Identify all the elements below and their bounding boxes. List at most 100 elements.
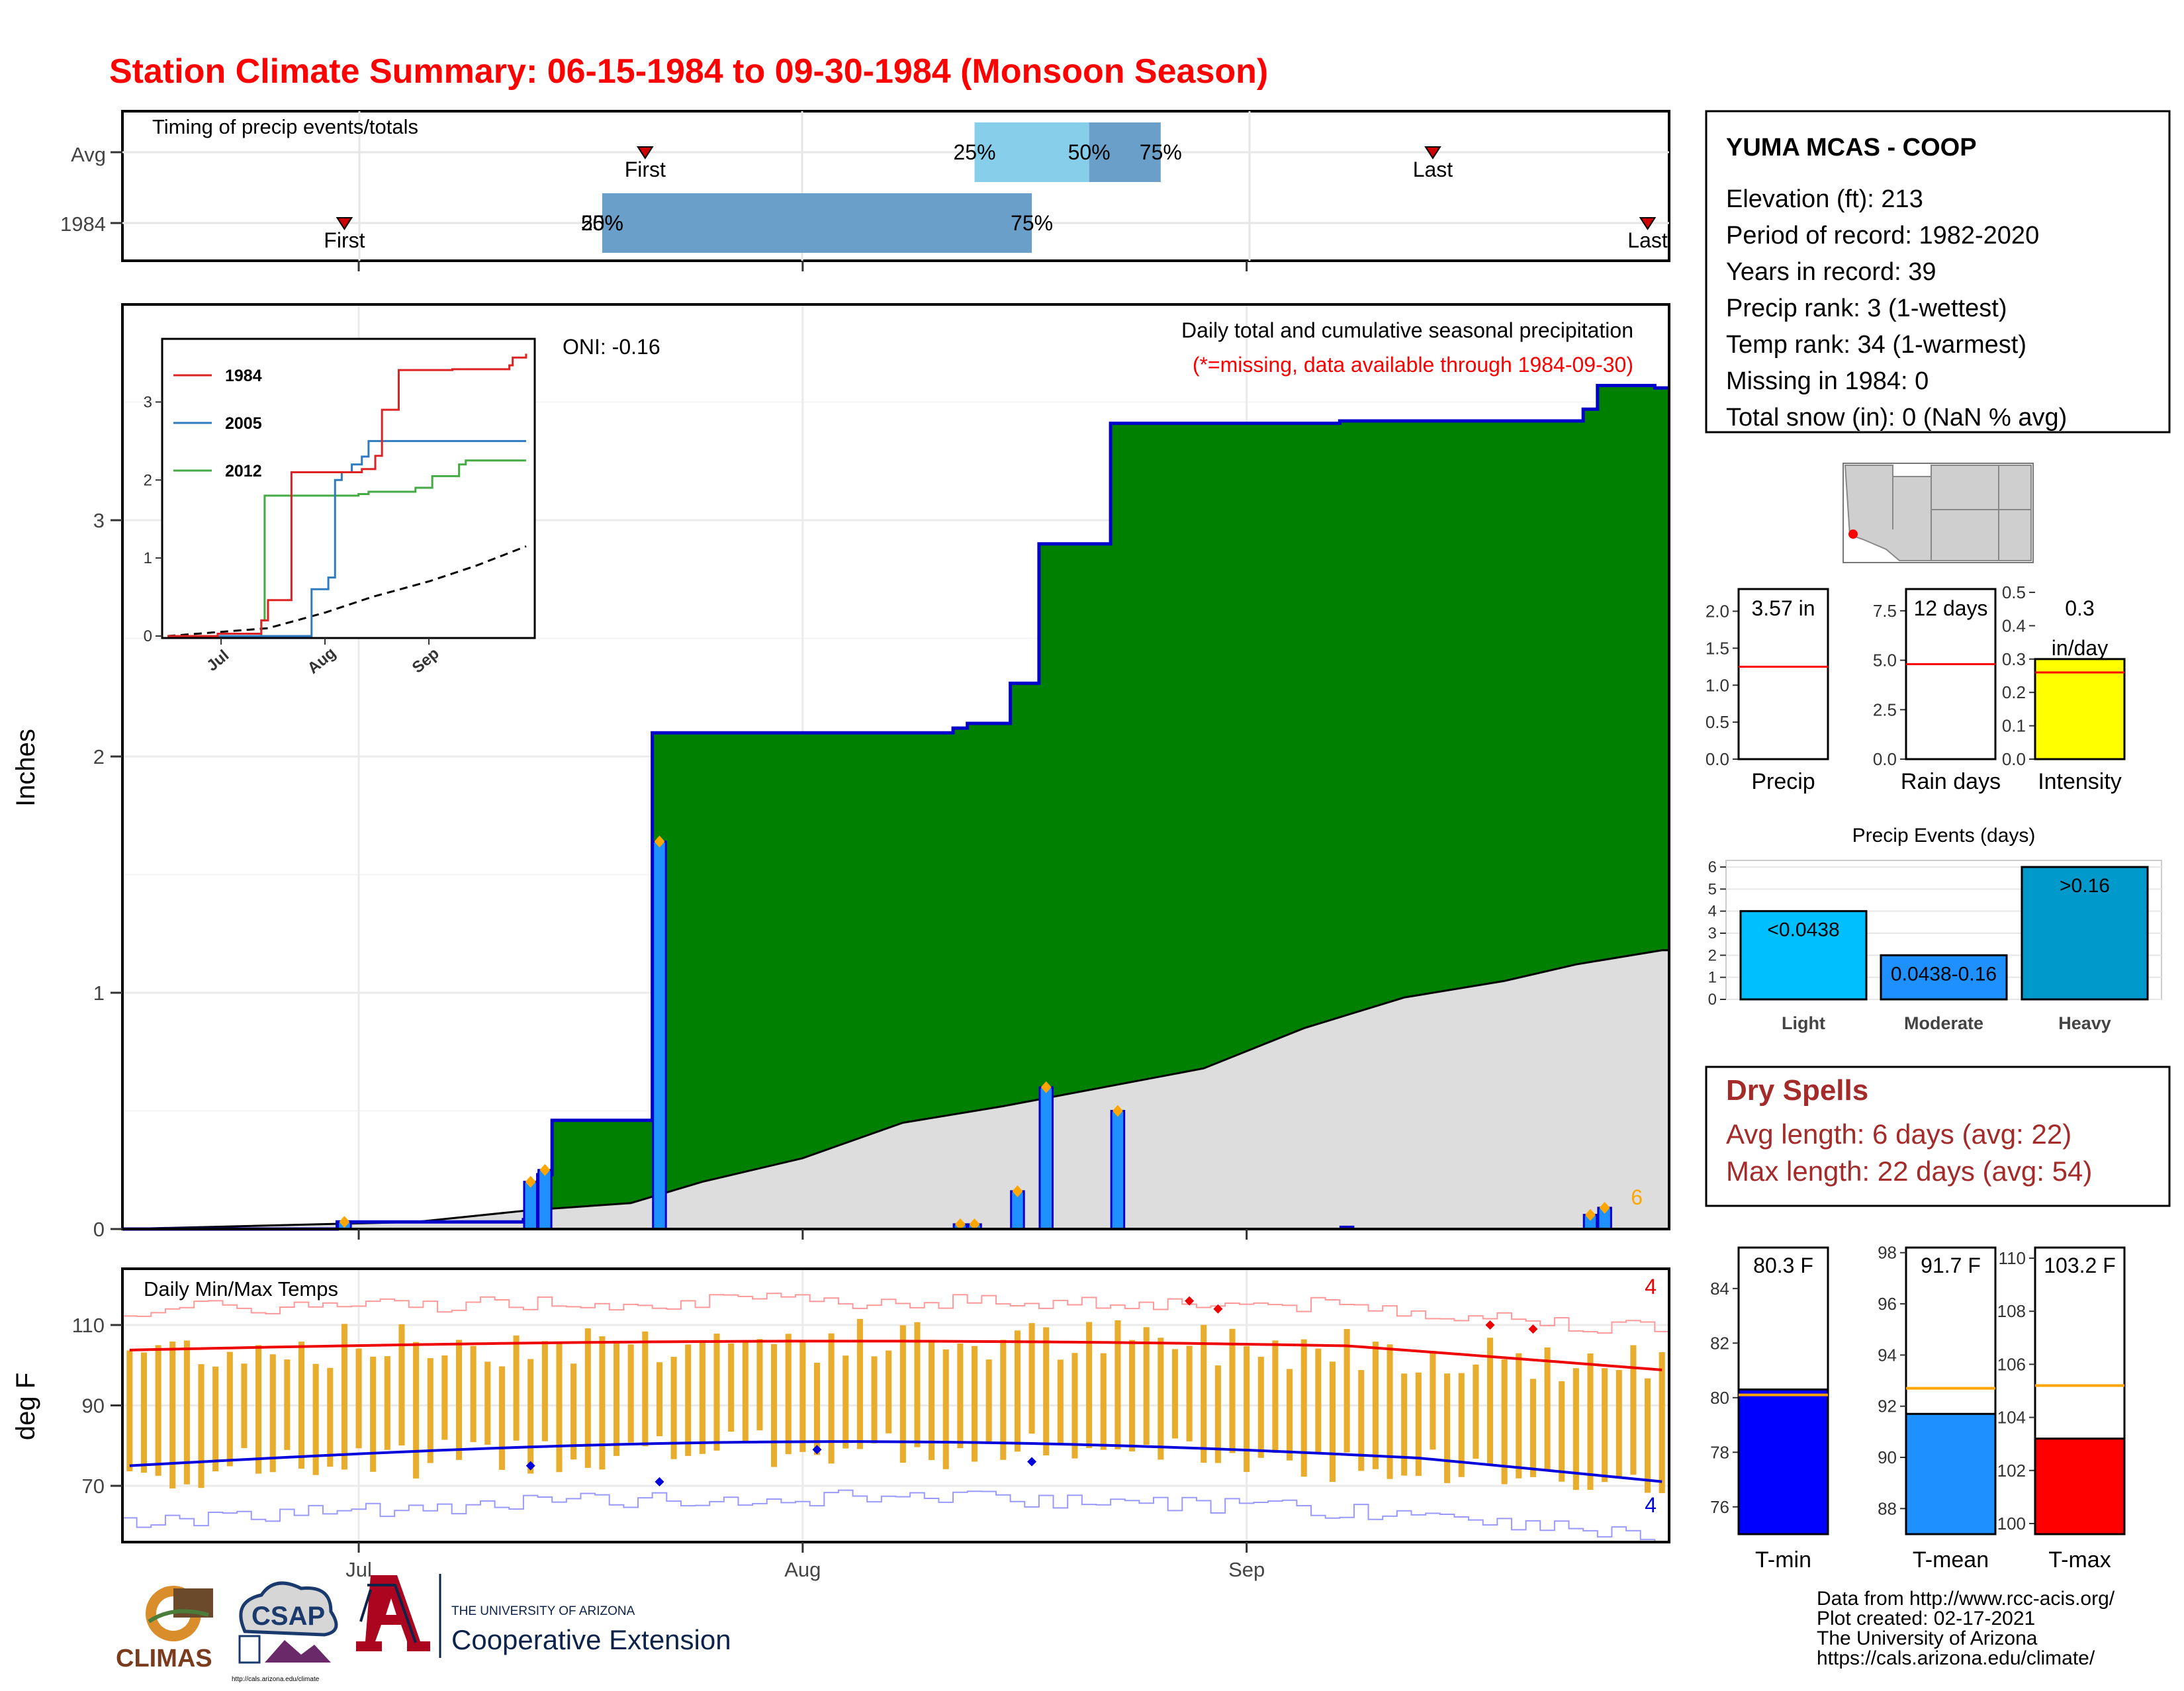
temps-xtick-label-sep: Sep xyxy=(1228,1558,1265,1581)
daily-temp-bar xyxy=(1272,1340,1279,1453)
daily-temp-bar xyxy=(226,1351,233,1467)
daily-temp-bar xyxy=(1444,1373,1451,1483)
cooperative-extension-text: Cooperative Extension xyxy=(451,1624,731,1655)
daily-precip-bar xyxy=(1110,1110,1126,1230)
daily-temp-bar xyxy=(384,1356,390,1450)
timing-y1984-first-marker xyxy=(336,217,353,230)
daily-temp-bar xyxy=(613,1343,620,1456)
min-record-count: 4 xyxy=(1645,1493,1657,1517)
timing-panel: Timing of precip events/totals Avg 1984 … xyxy=(60,110,1670,271)
events-tick-label: 4 xyxy=(1708,903,1717,921)
climas-logo-text: CLIMAS xyxy=(116,1645,212,1672)
daily-temp-bar xyxy=(241,1363,248,1448)
daily-temp-bar xyxy=(441,1355,448,1440)
record-low-marker xyxy=(525,1461,535,1471)
daily-temp-bar xyxy=(427,1358,433,1463)
events-bar-label-0: <0.0438 xyxy=(1767,919,1839,941)
cumulative-precip-area xyxy=(122,385,1669,1229)
daily-temp-bar xyxy=(1287,1369,1293,1461)
temp-summary-tick-label: 110 xyxy=(1999,1248,2026,1268)
events-category-1: Moderate xyxy=(1904,1013,1983,1033)
daily-temp-bar xyxy=(929,1342,935,1461)
temps-axes: 70 90 110 Jul Aug Sep xyxy=(72,1314,1265,1581)
dry-spells-title: Dry Spells xyxy=(1726,1074,1868,1107)
daily-temp-bar xyxy=(1071,1353,1078,1459)
summary-0-tick-label: 2.0 xyxy=(1706,602,1729,621)
summary-1-tick-label: 5.0 xyxy=(1873,651,1897,670)
record-low-marker xyxy=(1027,1457,1037,1467)
events-category-2: Heavy xyxy=(2058,1013,2111,1033)
daily-precip-marker xyxy=(1012,1185,1023,1197)
temp-summary-bars: 76 78 80 82 84 80.3 F T-min 88 90 92 94 96 98 91.7 F T… xyxy=(1710,1243,2126,1573)
station-snow: Total snow (in): 0 (NaN % avg) xyxy=(1726,404,2067,432)
temps-panel: 70 90 110 Jul Aug Sep Daily Min/Max Temps deg… xyxy=(11,1267,1670,1581)
daily-temp-bar xyxy=(1501,1359,1508,1485)
precip-ytick-label-1: 1 xyxy=(93,982,105,1005)
temp-summary-label-2: T-max xyxy=(2048,1547,2111,1573)
daily-temp-bar xyxy=(871,1356,878,1443)
inset-legend-label-2012: 2012 xyxy=(225,462,262,480)
daily-temp-bar xyxy=(1572,1368,1579,1490)
daily-temp-bar xyxy=(670,1357,677,1459)
precip-axes: 0 1 2 3 xyxy=(93,509,1248,1241)
daily-precip-bar xyxy=(1038,1086,1054,1230)
temp-summary-value-0: 80.3 F xyxy=(1753,1254,1813,1277)
timing-avg-q75-label: 75% xyxy=(1140,140,1182,164)
daily-temp-bar xyxy=(1644,1378,1651,1493)
temp-summary-tick-label: 106 xyxy=(1997,1354,2026,1374)
daily-temp-bar xyxy=(1587,1353,1594,1490)
daily-temp-bar xyxy=(1171,1349,1179,1439)
temps-ylabel: deg F xyxy=(11,1373,40,1440)
daily-temp-bar xyxy=(355,1348,362,1449)
daily-temp-bar xyxy=(1430,1351,1436,1450)
daily-temp-bar xyxy=(957,1343,964,1449)
daily-temp-bar xyxy=(1415,1372,1422,1476)
daily-temp-bar xyxy=(1244,1346,1250,1473)
summary-1-tick-label: 7.5 xyxy=(1873,601,1897,621)
daily-temp-bar xyxy=(914,1322,921,1447)
daily-temp-bar xyxy=(284,1359,291,1450)
station-missing: Missing in 1984: 0 xyxy=(1726,367,1929,395)
timing-y1984-q50-q75-bar xyxy=(602,193,1032,253)
temps-ytick-label-70: 70 xyxy=(82,1475,105,1498)
daily-temp-bar xyxy=(1343,1329,1350,1453)
daily-temp-bar xyxy=(198,1364,205,1488)
timing-row-avg: Avg xyxy=(71,143,106,166)
temp-summary-tick-label: 88 xyxy=(1878,1498,1897,1518)
daily-temp-bar xyxy=(828,1333,835,1464)
summary-0-tick-label: 0.0 xyxy=(1706,749,1729,769)
credit-plot-created: Plot created: 02-17-2021 xyxy=(1817,1608,2035,1629)
events-tick-label: 0 xyxy=(1708,991,1717,1009)
temp-summary-value-1: 91.7 F xyxy=(1921,1254,1981,1277)
daily-temp-bar xyxy=(899,1325,906,1463)
temp-summary-tick-label: 108 xyxy=(1997,1301,2026,1321)
temp-summary-value-2: 103.2 F xyxy=(2044,1254,2116,1277)
ua-cooperative-extension-logo: THE UNIVERSITY OF ARIZONA Cooperative Ex… xyxy=(356,1574,731,1658)
dry-spells-avg: Avg length: 6 days (avg: 22) xyxy=(1726,1119,2071,1150)
timing-avg-last-label: Last xyxy=(1413,158,1453,181)
oni-label: ONI: -0.16 xyxy=(563,335,660,359)
daily-temp-bar xyxy=(1329,1361,1336,1483)
daily-temp-bar xyxy=(341,1324,347,1470)
daily-temp-bar xyxy=(856,1318,863,1449)
daily-temp-bar xyxy=(813,1363,821,1455)
inset-ytick-label-1: 1 xyxy=(144,549,152,567)
inset-normal-line xyxy=(167,545,527,637)
precip-ytick-label-2: 2 xyxy=(93,745,105,768)
daily-temp-bar xyxy=(1257,1357,1264,1458)
summary-label-1: Rain days xyxy=(1901,769,2001,794)
summary-0-tick-label: 1.5 xyxy=(1706,638,1729,658)
record-max-line xyxy=(122,1293,1669,1334)
temp-summary-tick-label: 78 xyxy=(1710,1442,1729,1462)
daily-temp-bar xyxy=(413,1342,420,1479)
daily-temp-bar xyxy=(1214,1365,1221,1463)
daily-temp-bar xyxy=(842,1355,849,1449)
temp-summary-bar-t-min xyxy=(1737,1388,1829,1535)
temp-summary-tick-label: 94 xyxy=(1878,1345,1897,1365)
daily-precip-marker xyxy=(525,1175,536,1188)
daily-precip-marker xyxy=(969,1218,980,1230)
record-high-marker xyxy=(1213,1304,1223,1314)
station-period: Period of record: 1982-2020 xyxy=(1726,222,2039,250)
events-category-0: Light xyxy=(1782,1013,1825,1033)
timing-avg-q25-label: 25% xyxy=(953,140,995,164)
